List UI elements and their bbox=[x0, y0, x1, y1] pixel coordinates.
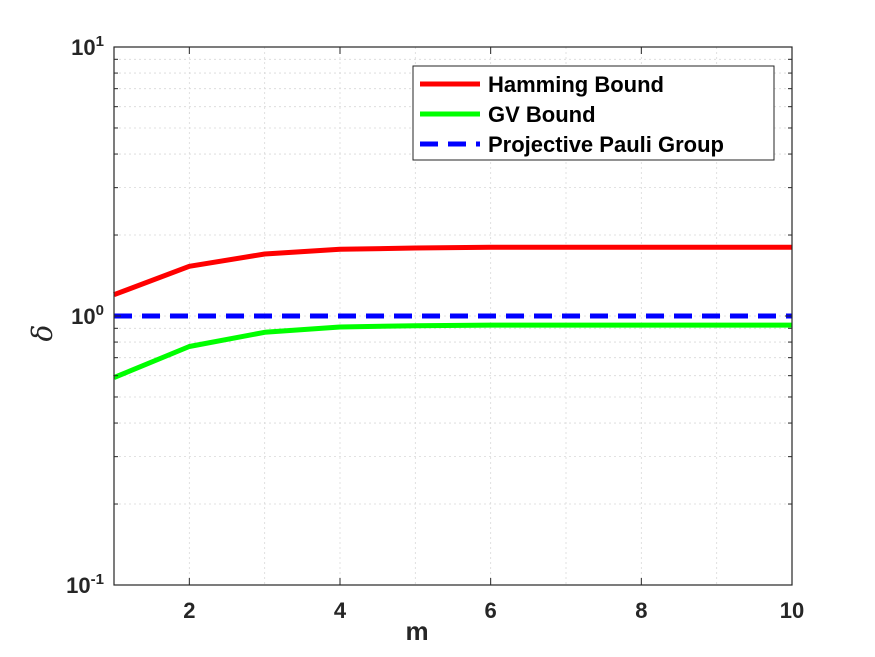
tick-labels: 2 4 6 8 10 10-1 100 101 bbox=[66, 33, 804, 623]
grid bbox=[113, 47, 793, 585]
legend-label-3: Projective Pauli Group bbox=[488, 132, 724, 157]
series-line-1 bbox=[113, 244, 792, 298]
ticks bbox=[114, 47, 793, 586]
x-axis-label: m bbox=[405, 616, 428, 646]
x-tick-label: 8 bbox=[635, 598, 647, 623]
y-axis-label: δ bbox=[26, 325, 59, 342]
x-tick-label: 6 bbox=[485, 598, 497, 623]
series-line-2 bbox=[113, 322, 792, 380]
y-tick-label: 101 bbox=[71, 33, 104, 60]
x-tick-label: 10 bbox=[780, 598, 804, 623]
legend-label-1: Hamming Bound bbox=[488, 72, 664, 97]
y-tick-label: 100 bbox=[71, 302, 104, 329]
x-tick-label: 4 bbox=[334, 598, 347, 623]
legend-label-2: GV Bound bbox=[488, 102, 596, 127]
y-tick-label: 10-1 bbox=[66, 571, 104, 598]
x-tick-label: 2 bbox=[183, 598, 195, 623]
legend-items: Hamming Bound GV Bound Projective Pauli Gr… bbox=[420, 72, 724, 157]
series-lines bbox=[113, 244, 792, 380]
legend: Hamming Bound GV Bound Projective Pauli Gr… bbox=[412, 65, 775, 161]
